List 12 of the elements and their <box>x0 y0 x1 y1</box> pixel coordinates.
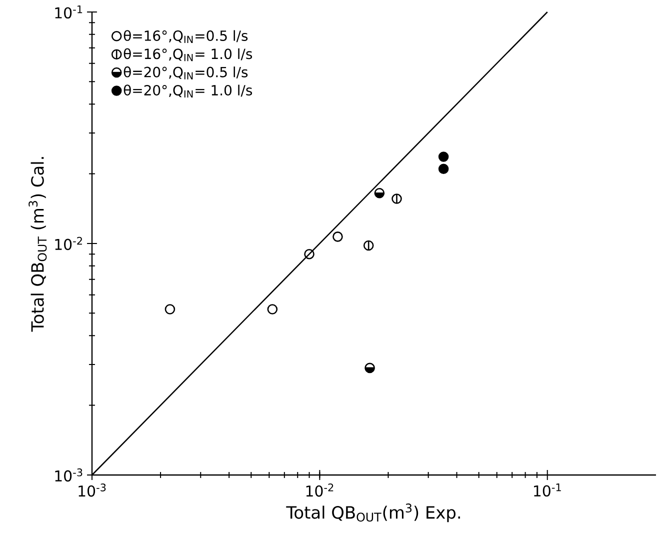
y-axis-title: Total QB$_{OUT}$ (m$^{3}$) Cal. <box>28 157 47 332</box>
y-tick-label: 10$^{-3}$ <box>55 468 82 482</box>
x-tick-label: 10$^{-3}$ <box>78 484 106 497</box>
x-tick-label: 10$^{-1}$ <box>534 484 561 497</box>
x-tick-label: 10$^{-2}$ <box>306 484 334 497</box>
legend-label: θ=20°,Q$_{IN}$=0.5 l/s <box>124 66 248 80</box>
x-axis-title: Total QB$_{OUT}$(m$^{3}$) Exp. <box>286 504 460 522</box>
y-tick-label: 10$^{-1}$ <box>55 5 82 19</box>
legend-label: θ=20°,Q$_{IN}$= 1.0 l/s <box>124 84 252 98</box>
legend-label: θ=16°,Q$_{IN}$=0.5 l/s <box>124 30 248 43</box>
y-tick-label: 10$^{-2}$ <box>55 236 82 250</box>
legend-label: θ=16°,Q$_{IN}$= 1.0 l/s <box>124 48 252 62</box>
